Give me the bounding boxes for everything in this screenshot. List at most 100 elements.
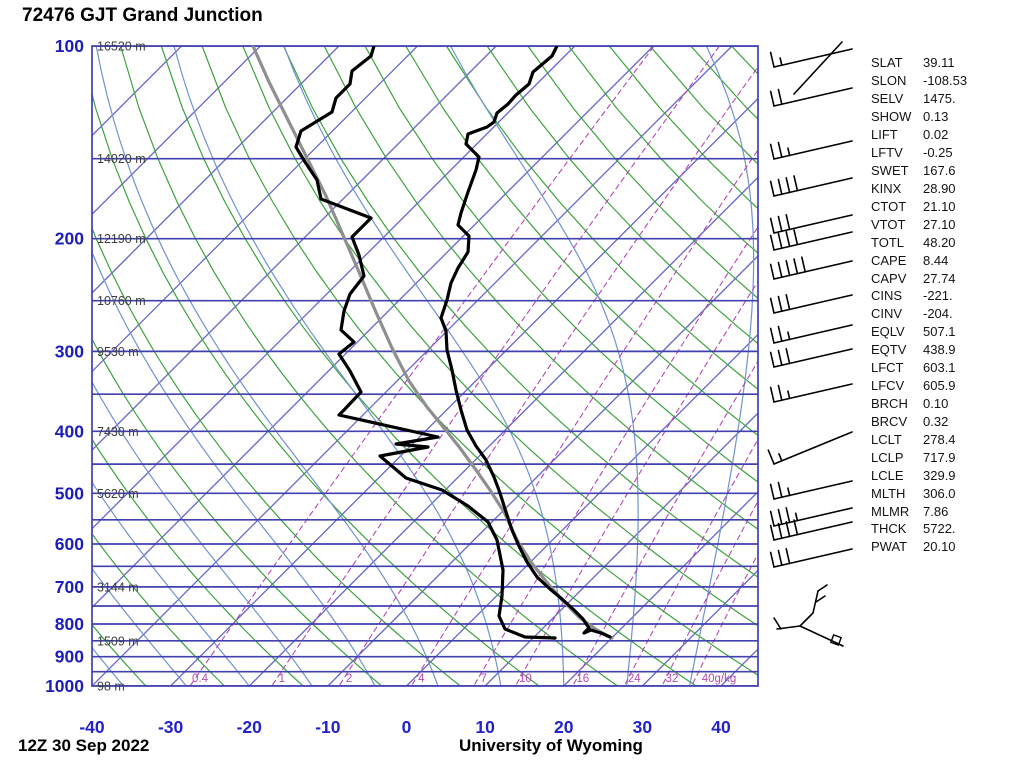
isotherm-line: [641, 569, 758, 686]
stat-row: TOTL 48.20: [871, 233, 967, 251]
wind-barb-stroke: [785, 230, 791, 248]
wind-barb-stroke: [777, 384, 783, 402]
wind-barb-stroke: [793, 41, 843, 95]
moist-adiabat-line: [92, 646, 125, 686]
wind-barb-stroke: [777, 325, 783, 343]
pressure-axis-label: 700: [55, 577, 84, 597]
dry-adiabat-line: [323, 46, 758, 530]
altitude-label: 10760 m: [97, 294, 146, 308]
stat-value: 278.4: [923, 431, 956, 447]
wind-barb-stroke: [787, 331, 791, 341]
mixing-ratio-label: 7: [481, 673, 487, 685]
mixing-ratio-line: [189, 46, 655, 686]
wind-barb-stroke: [777, 295, 783, 313]
wind-barb-stroke: [785, 213, 791, 231]
stat-label: BRCV: [871, 413, 908, 429]
stat-row: SELV 1475.: [871, 90, 967, 108]
wind-barb-stroke: [794, 512, 799, 522]
stat-row: CTOT 21.10: [871, 197, 967, 215]
stat-value: 507.1: [923, 324, 956, 340]
wind-barb-stroke: [769, 524, 775, 541]
stat-label: VTOT: [871, 216, 906, 232]
stat-row: LFCT 603.1: [871, 359, 967, 377]
stat-row: SHOW 0.13: [871, 108, 967, 126]
wind-barb-stroke: [787, 390, 791, 400]
stat-row: CAPE 8.44: [871, 251, 967, 269]
temperature-axis-label: -20: [237, 717, 263, 737]
stat-row: KINX 28.90: [871, 179, 967, 197]
pressure-axis-label: 400: [55, 421, 84, 441]
altitude-label: 12190 m: [97, 232, 146, 246]
altitude-label: 1509 m: [97, 634, 139, 648]
wind-barb-stroke: [777, 88, 783, 105]
dry-adiabat-line: [92, 438, 304, 686]
stat-row: SLON -108.53: [871, 72, 967, 90]
moist-adiabat-line: [92, 567, 188, 686]
stat-value: -0.25: [923, 145, 953, 161]
isotherm-grid: [92, 46, 758, 686]
temperature-trace: [439, 46, 612, 639]
stat-value: 605.9: [923, 378, 956, 394]
wind-barb-stroke: [769, 483, 775, 500]
stat-value: -221.: [923, 288, 953, 304]
stat-label: LFTV: [871, 145, 903, 161]
stat-row: THCK 5722.: [871, 520, 967, 538]
dry-adiabat-line: [92, 532, 226, 686]
sounding-traces: [251, 46, 614, 640]
stat-value: 7.86: [923, 503, 949, 519]
wind-barb-variable: [773, 584, 844, 647]
source-attribution: University of Wyoming: [459, 736, 643, 755]
stat-value: 329.9: [923, 467, 956, 483]
wind-barb: [769, 293, 853, 314]
pressure-axis-label: 800: [55, 614, 84, 634]
wind-barb-stroke: [778, 453, 783, 462]
dewpoint-trace: [294, 46, 557, 640]
stat-label: EQLV: [871, 324, 905, 340]
mixing-ratio-label: 16: [576, 673, 589, 685]
stat-row: LCLT 278.4: [871, 430, 967, 448]
stat-row: BRCV 0.32: [871, 412, 967, 430]
wind-barb-stroke: [769, 551, 775, 568]
wind-barb-square: [829, 633, 843, 647]
stat-value: 20.10: [923, 539, 956, 555]
stat-label: CINS: [871, 288, 903, 304]
wind-barb-stroke: [769, 51, 775, 68]
altitude-label: 9530 m: [97, 345, 139, 359]
mixing-ratio-line: [338, 65, 758, 686]
wind-barb-column: [767, 41, 853, 647]
temperature-axis-label: 20: [554, 717, 574, 737]
mixing-ratio-line: [271, 46, 721, 686]
stat-label: SHOW: [871, 109, 912, 125]
wind-barb-stroke: [799, 625, 844, 647]
wind-barb-stroke: [773, 521, 853, 541]
wind-barb-stroke: [773, 617, 782, 630]
wind-barb-stroke: [777, 549, 783, 567]
stat-value: 27.74: [923, 270, 956, 286]
stat-value: 717.9: [923, 449, 956, 465]
moist-adiabat-line: [92, 481, 251, 686]
wind-barb-stroke: [769, 263, 775, 280]
isotherm-line: [92, 46, 419, 373]
moist-adiabat-line: [173, 46, 502, 686]
dry-adiabat-line: [242, 46, 758, 627]
stat-label: CTOT: [871, 198, 907, 214]
mixing-ratio-label: 10: [519, 673, 532, 685]
wind-barb-stroke: [773, 383, 853, 403]
temperature-axis-label: -10: [315, 717, 341, 737]
wind-barb-stroke: [785, 176, 791, 194]
isobar-grid: [92, 46, 758, 686]
wind-barb-stroke: [769, 386, 775, 403]
wind-barb-stroke: [769, 143, 775, 160]
stat-row: EQLV 507.1: [871, 323, 967, 341]
stat-value: 603.1: [923, 360, 956, 376]
isotherm-line: [327, 254, 758, 686]
stat-value: -204.: [923, 306, 953, 322]
stat-label: LIFT: [871, 127, 898, 143]
wind-barb-stroke: [773, 87, 853, 107]
plot-frame: [91, 45, 759, 687]
wind-barb-stroke: [785, 547, 791, 565]
wind-barb: [769, 140, 853, 160]
isotherm-line: [169, 97, 758, 686]
pressure-axis-label: 100: [55, 36, 84, 56]
dry-adiabat-line: [486, 46, 758, 345]
